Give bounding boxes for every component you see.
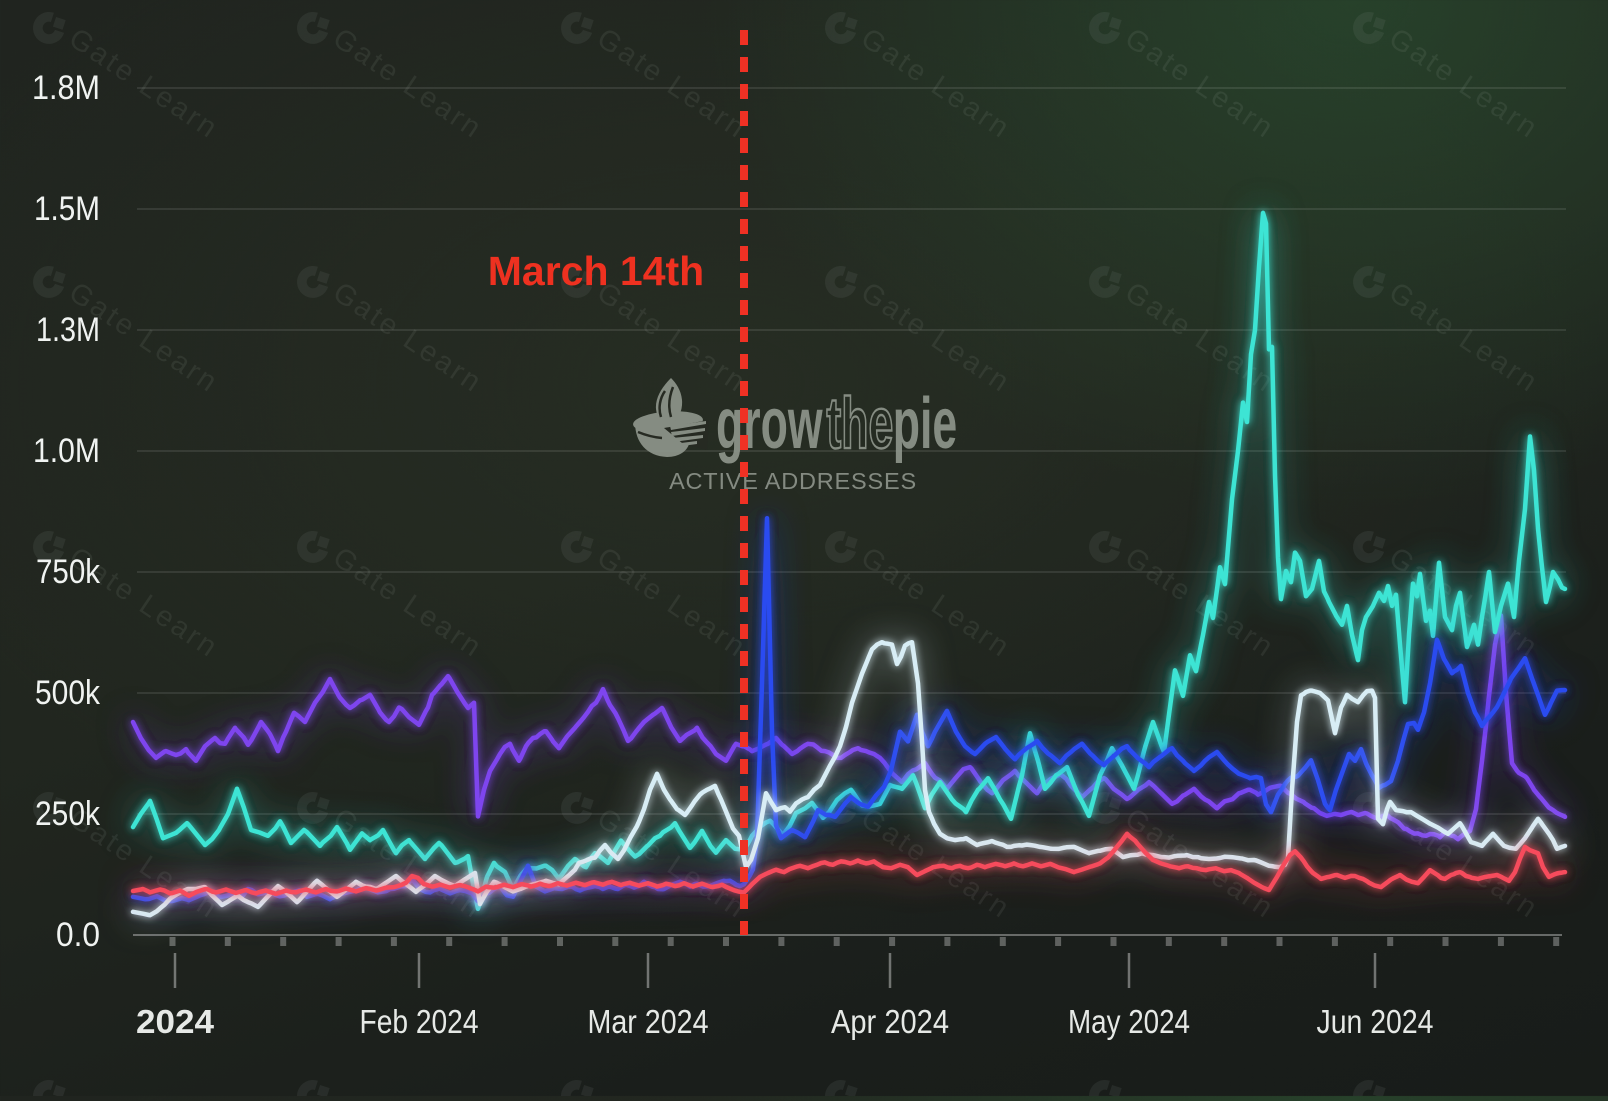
svg-text:Gate Learn: Gate Learn (327, 541, 488, 664)
svg-text:1.8M: 1.8M (32, 69, 100, 107)
svg-text:Gate Learn: Gate Learn (591, 1090, 752, 1096)
svg-text:1.3M: 1.3M (36, 311, 100, 349)
svg-text:0.0: 0.0 (56, 916, 100, 954)
svg-text:Gate Learn: Gate Learn (1119, 802, 1280, 925)
svg-text:pie: pie (893, 383, 957, 464)
svg-text:Gate Learn: Gate Learn (63, 1090, 224, 1096)
svg-text:Gate Learn: Gate Learn (855, 276, 1016, 399)
svg-text:Gate Learn: Gate Learn (1119, 1090, 1280, 1096)
svg-text:Apr 2024: Apr 2024 (831, 1003, 949, 1040)
svg-text:Gate Learn: Gate Learn (1383, 276, 1544, 399)
svg-text:Gate Learn: Gate Learn (327, 802, 488, 925)
svg-text:750k: 750k (36, 553, 101, 591)
svg-text:Gate Learn: Gate Learn (591, 541, 752, 664)
svg-text:the: the (826, 383, 893, 464)
svg-text:Gate Learn: Gate Learn (855, 22, 1016, 145)
svg-text:Gate Learn: Gate Learn (327, 276, 488, 399)
svg-text:Gate Learn: Gate Learn (327, 1090, 488, 1096)
svg-text:May 2024: May 2024 (1068, 1003, 1190, 1040)
svg-text:Feb 2024: Feb 2024 (360, 1003, 479, 1040)
svg-text:Mar 2024: Mar 2024 (588, 1003, 709, 1040)
svg-text:ACTIVE ADDRESSES: ACTIVE ADDRESSES (669, 468, 917, 494)
svg-text:Gate Learn: Gate Learn (1119, 22, 1280, 145)
svg-text:250k: 250k (35, 795, 101, 833)
svg-text:1.5M: 1.5M (34, 190, 100, 228)
svg-text:grow: grow (716, 383, 823, 464)
svg-text:1.0M: 1.0M (33, 432, 100, 470)
svg-text:Jun 2024: Jun 2024 (1317, 1003, 1434, 1040)
svg-text:Gate Learn: Gate Learn (855, 541, 1016, 664)
svg-text:2024: 2024 (136, 1003, 215, 1040)
svg-text:Gate Learn: Gate Learn (855, 1090, 1016, 1096)
svg-text:Gate Learn: Gate Learn (327, 22, 488, 145)
svg-text:March 14th: March 14th (488, 248, 704, 294)
svg-text:500k: 500k (35, 674, 101, 712)
svg-text:Gate Learn: Gate Learn (1383, 22, 1544, 145)
svg-text:Gate Learn: Gate Learn (1383, 1090, 1544, 1096)
svg-text:Gate Learn: Gate Learn (591, 22, 752, 145)
